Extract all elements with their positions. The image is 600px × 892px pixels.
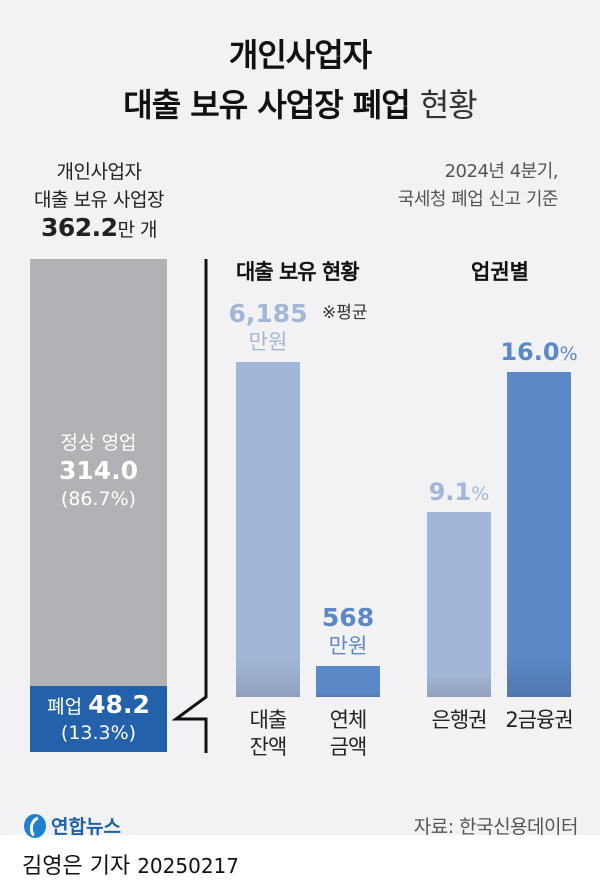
sector-title: 업권별 bbox=[471, 260, 529, 284]
bar-1-1 bbox=[316, 666, 380, 697]
segment-closed-pct: (13.3%) bbox=[60, 722, 137, 745]
category-line1: 연체 bbox=[329, 708, 368, 732]
segment-closed: 폐업 48.2 (13.3%) bbox=[30, 686, 167, 752]
logo: 연합뉴스 bbox=[22, 812, 121, 839]
byline-date: 20250217 bbox=[137, 854, 239, 878]
bar-2-1 bbox=[507, 372, 571, 697]
category-label-2: 은행권 bbox=[431, 708, 488, 732]
value-unit: 만원 bbox=[328, 634, 368, 659]
loan-title: 대출 보유 현황 bbox=[236, 260, 360, 284]
yonhap-logo-icon bbox=[24, 813, 46, 838]
note: 2024년 4분기, 국세청 폐업 신고 기준 bbox=[397, 158, 559, 214]
note-line1: 2024년 4분기, bbox=[444, 161, 559, 182]
segment-normal: 정상 영업 314.0 (86.7%) bbox=[30, 259, 167, 687]
stack-total-unit: 만 개 bbox=[117, 219, 158, 241]
segment-normal-value: 314.0 bbox=[58, 456, 139, 485]
category-line2: 금액 bbox=[329, 735, 368, 759]
logo-text: 연합뉴스 bbox=[51, 816, 121, 838]
stack-title2: 대출 보유 사업장 bbox=[34, 189, 164, 211]
value-unit: 만원 bbox=[248, 330, 288, 354]
pct-label-1: 16.0% bbox=[487, 338, 591, 366]
pct-unit: % bbox=[559, 343, 578, 365]
pct-label-0: 9.1% bbox=[407, 478, 511, 506]
stack-heading: 개인사업자 대출 보유 사업장 362.2만 개 bbox=[0, 158, 198, 244]
bar-1-0 bbox=[236, 362, 300, 697]
loan-note: ※평균 bbox=[322, 303, 368, 323]
title-line1: 개인사업자 bbox=[228, 36, 372, 74]
byline: 김영은 기자 20250217 bbox=[22, 848, 239, 880]
segment-normal-pct: (86.7%) bbox=[60, 488, 137, 510]
segment-closed-value: 48.2 bbox=[88, 690, 150, 720]
title-main: 대출 보유 사업장 폐업 bbox=[123, 86, 410, 124]
segment-closed-name: 폐업 bbox=[47, 696, 83, 719]
value-label-1: 568 만원 bbox=[296, 604, 400, 660]
note-line2: 국세청 폐업 신고 기준 bbox=[397, 189, 559, 210]
value-number: 568 bbox=[321, 603, 375, 633]
source: 자료: 한국신용데이터 bbox=[413, 816, 579, 838]
pct-number: 16.0 bbox=[500, 338, 560, 366]
bracket-divider bbox=[171, 259, 208, 753]
title-line2: 대출 보유 사업장 폐업 현황 bbox=[0, 80, 600, 126]
category-line1: 대출 bbox=[249, 708, 288, 732]
byline-name: 김영은 기자 bbox=[22, 854, 131, 879]
category-label-3: 2금융권 bbox=[505, 708, 573, 732]
value-number: 6,185 bbox=[228, 299, 308, 328]
pct-unit: % bbox=[471, 483, 490, 506]
category-line2: 잔액 bbox=[249, 735, 288, 759]
title-suffix: 현황 bbox=[419, 86, 478, 124]
stack-total: 362.2 bbox=[40, 213, 118, 242]
value-label-0: 6,185 만원 bbox=[216, 300, 320, 356]
stack-title1: 개인사업자 bbox=[56, 161, 142, 183]
pct-number: 9.1 bbox=[428, 478, 472, 507]
bar-2-0 bbox=[427, 512, 491, 697]
segment-normal-name: 정상 영업 bbox=[60, 432, 137, 454]
